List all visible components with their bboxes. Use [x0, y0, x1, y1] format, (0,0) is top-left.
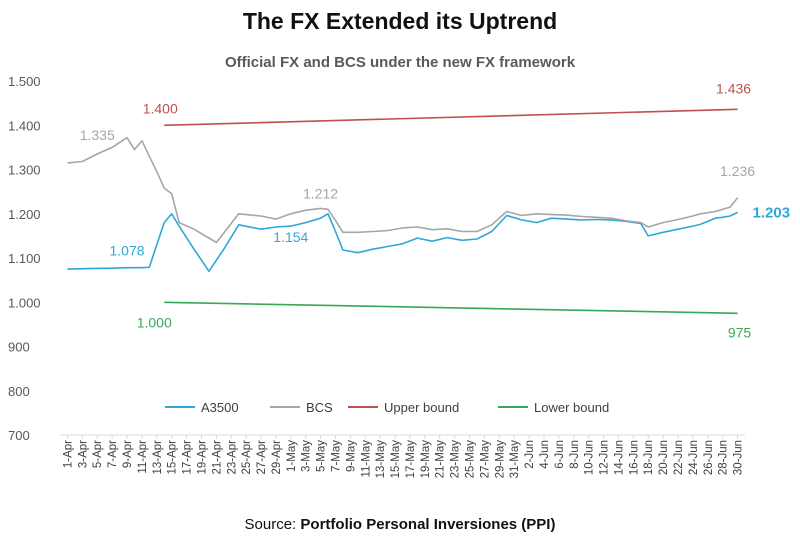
x-tick-label: 28-Jun — [718, 440, 730, 475]
series-line-bcs — [67, 136, 739, 244]
y-tick-label: 700 — [8, 428, 30, 443]
x-tick-label: 5-May — [316, 440, 328, 472]
x-tick-label: 9-May — [345, 440, 357, 472]
source-note: Source: Portfolio Personal Inversiones (… — [0, 516, 800, 533]
x-tick-label: 17-May — [405, 440, 417, 479]
x-tick-label: 9-Apr — [122, 440, 134, 468]
axes: 700 800 900 1.000 1.100 1.200 1.300 1.400 1.500 1… — [8, 74, 745, 478]
data-label-lower-bound: 975 — [728, 324, 752, 340]
x-tick-label: 23-May — [450, 440, 462, 479]
legend-label-a3500: A3500 — [201, 400, 239, 415]
data-label-bcs: 1.212 — [303, 185, 338, 201]
data-label-a3500: 1.078 — [109, 243, 144, 259]
data-label-a3500: 1.203 — [753, 204, 791, 221]
x-tick-label: 2-Jun — [524, 440, 536, 469]
x-tick-label: 25-Apr — [241, 440, 253, 475]
y-tick-label: 1.500 — [8, 74, 41, 89]
x-tick-label: 13-May — [375, 440, 387, 479]
x-tick-label: 18-Jun — [643, 440, 655, 475]
series-lines — [67, 108, 739, 315]
data-label-upper-bound: 1.400 — [143, 100, 178, 116]
x-tick-label: 21-Apr — [211, 440, 223, 475]
data-label-bcs: 1.335 — [80, 127, 115, 143]
x-tick-label: 31-May — [509, 440, 521, 479]
x-tick-label: 1-May — [286, 440, 298, 472]
x-tick-label: 19-May — [420, 440, 432, 479]
x-tick-label: 29-Apr — [271, 440, 283, 475]
x-tick-label: 5-Apr — [92, 440, 104, 468]
data-label-bcs: 1.236 — [720, 163, 755, 179]
x-tick-label: 23-Apr — [226, 440, 238, 475]
x-tick-label: 25-May — [465, 440, 477, 479]
x-tick-label: 3-Apr — [77, 440, 89, 468]
x-tick-label: 12-Jun — [599, 440, 611, 475]
x-tick-label: 3-May — [301, 440, 313, 472]
source-prefix: Source: — [244, 516, 301, 533]
x-tick-label: 27-Apr — [256, 440, 268, 475]
series-line-upper-bound — [164, 108, 738, 127]
data-labels: 1.335 1.212 1.236 1.078 1.154 1.203 1.400 1.436… — [80, 80, 790, 340]
legend-label-upper-bound: Upper bound — [384, 400, 459, 415]
x-tick-label: 29-May — [494, 440, 506, 479]
x-tick-label: 19-Apr — [196, 440, 208, 475]
y-tick-label: 1.000 — [8, 295, 41, 310]
x-tick-label: 4-Jun — [539, 440, 551, 469]
chart-title: The FX Extended its Uptrend — [242, 8, 558, 34]
x-tick-label: 11-Apr — [137, 440, 149, 474]
y-tick-label: 1.400 — [8, 118, 41, 133]
data-label-a3500: 1.154 — [273, 229, 308, 245]
x-tick-label: 15-May — [390, 440, 402, 479]
y-tick-label: 1.200 — [8, 207, 41, 222]
data-label-upper-bound: 1.436 — [716, 80, 751, 96]
series-line-lower-bound — [164, 301, 738, 315]
x-tick-label: 8-Jun — [569, 440, 581, 469]
x-tick-label: 17-Apr — [182, 440, 194, 475]
series-line-a3500 — [67, 211, 738, 273]
source-name: Portfolio Personal Inversiones (PPI) — [300, 516, 556, 533]
x-tick-label: 6-Jun — [554, 440, 566, 469]
chart-subtitle: Official FX and BCS under the new FX fra… — [224, 54, 576, 71]
data-label-lower-bound: 1.000 — [137, 314, 172, 330]
legend-label-bcs: BCS — [306, 400, 333, 415]
x-tick-label: 13-Apr — [152, 440, 164, 475]
x-tick-label: 26-Jun — [703, 440, 715, 475]
y-tick-label: 1.300 — [8, 163, 41, 178]
x-tick-label: 21-May — [435, 440, 447, 479]
x-tick-label: 30-Jun — [733, 440, 745, 475]
x-tick-label: 11-May — [360, 440, 372, 478]
legend: A3500 BCS Upper bound Lower bound — [165, 400, 609, 415]
x-tick-label: 1-Apr — [62, 440, 74, 468]
legend-label-lower-bound: Lower bound — [534, 400, 609, 415]
x-tick-label: 24-Jun — [688, 440, 700, 475]
y-tick-label: 900 — [8, 340, 30, 355]
x-tick-label: 16-Jun — [628, 440, 640, 475]
x-tick-label: 27-May — [479, 440, 491, 479]
x-tick-label: 15-Apr — [167, 440, 179, 475]
x-tick-label: 7-May — [330, 440, 342, 472]
x-tick-label: 7-Apr — [107, 440, 119, 468]
y-tick-label: 1.100 — [8, 251, 41, 266]
x-tick-label: 20-Jun — [658, 440, 670, 475]
x-tick-label: 22-Jun — [673, 440, 685, 475]
x-tick-label: 14-Jun — [613, 440, 625, 475]
x-tick-label: 10-Jun — [584, 440, 596, 475]
y-tick-label: 800 — [8, 384, 30, 399]
